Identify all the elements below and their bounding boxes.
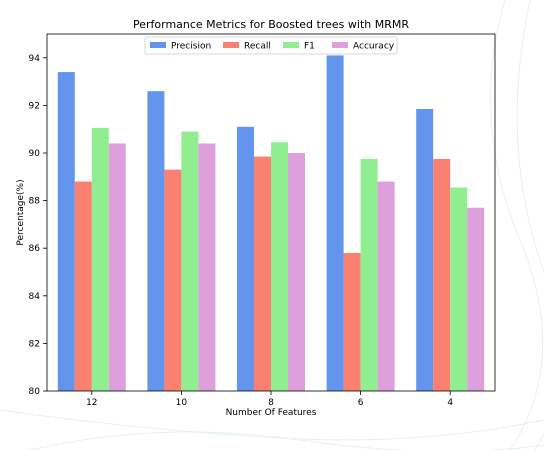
bars [58,55,484,391]
bar-precision-8 [237,127,254,391]
bar-precision-4 [416,109,433,391]
x-tick-label: 6 [358,398,364,408]
bar-f1-10 [181,132,198,391]
x-axis: 12 10 8 6 4 [86,391,453,408]
bar-recall-4 [433,159,450,391]
y-tick-label: 92 [29,101,40,111]
y-tick-label: 84 [29,292,41,302]
legend-swatch-f1 [283,42,299,48]
bar-f1-6 [361,159,378,391]
bar-f1-4 [450,188,467,391]
x-tick-label: 12 [86,398,97,408]
bar-recall-8 [254,157,271,391]
legend-label-recall: Recall [244,42,271,52]
legend-swatch-accuracy [332,42,348,48]
bar-precision-12 [58,72,75,391]
legend-swatch-precision [150,42,166,48]
chart-title: Performance Metrics for Boosted trees wi… [133,18,409,31]
bar-recall-10 [164,170,181,391]
x-axis-title: Number Of Features [226,408,317,418]
y-tick-label: 80 [29,387,41,397]
y-axis: 80 82 84 86 88 90 92 94 [29,54,47,397]
y-tick-label: 94 [29,54,41,64]
legend-label-accuracy: Accuracy [353,42,395,52]
bar-recall-12 [75,182,92,391]
bar-accuracy-8 [288,153,305,391]
bar-accuracy-12 [109,143,126,391]
bar-precision-6 [327,55,344,391]
bar-precision-10 [147,91,164,391]
bar-f1-8 [271,142,288,391]
x-tick-label: 4 [447,398,453,408]
bar-accuracy-6 [378,182,395,391]
legend-label-precision: Precision [171,42,211,52]
bar-f1-12 [92,128,109,391]
bar-accuracy-10 [198,143,215,391]
y-tick-label: 82 [29,339,40,349]
bar-recall-6 [344,253,361,391]
y-tick-label: 88 [29,197,41,207]
legend-swatch-recall [223,42,239,48]
x-tick-label: 10 [176,398,188,408]
x-tick-label: 8 [268,398,274,408]
legend: Precision Recall F1 Accuracy [145,37,397,54]
y-axis-title: Percentage(%) [16,179,26,245]
y-tick-label: 90 [29,149,41,159]
y-tick-label: 86 [29,244,41,254]
bar-accuracy-4 [467,208,484,391]
legend-label-f1: F1 [304,42,315,52]
